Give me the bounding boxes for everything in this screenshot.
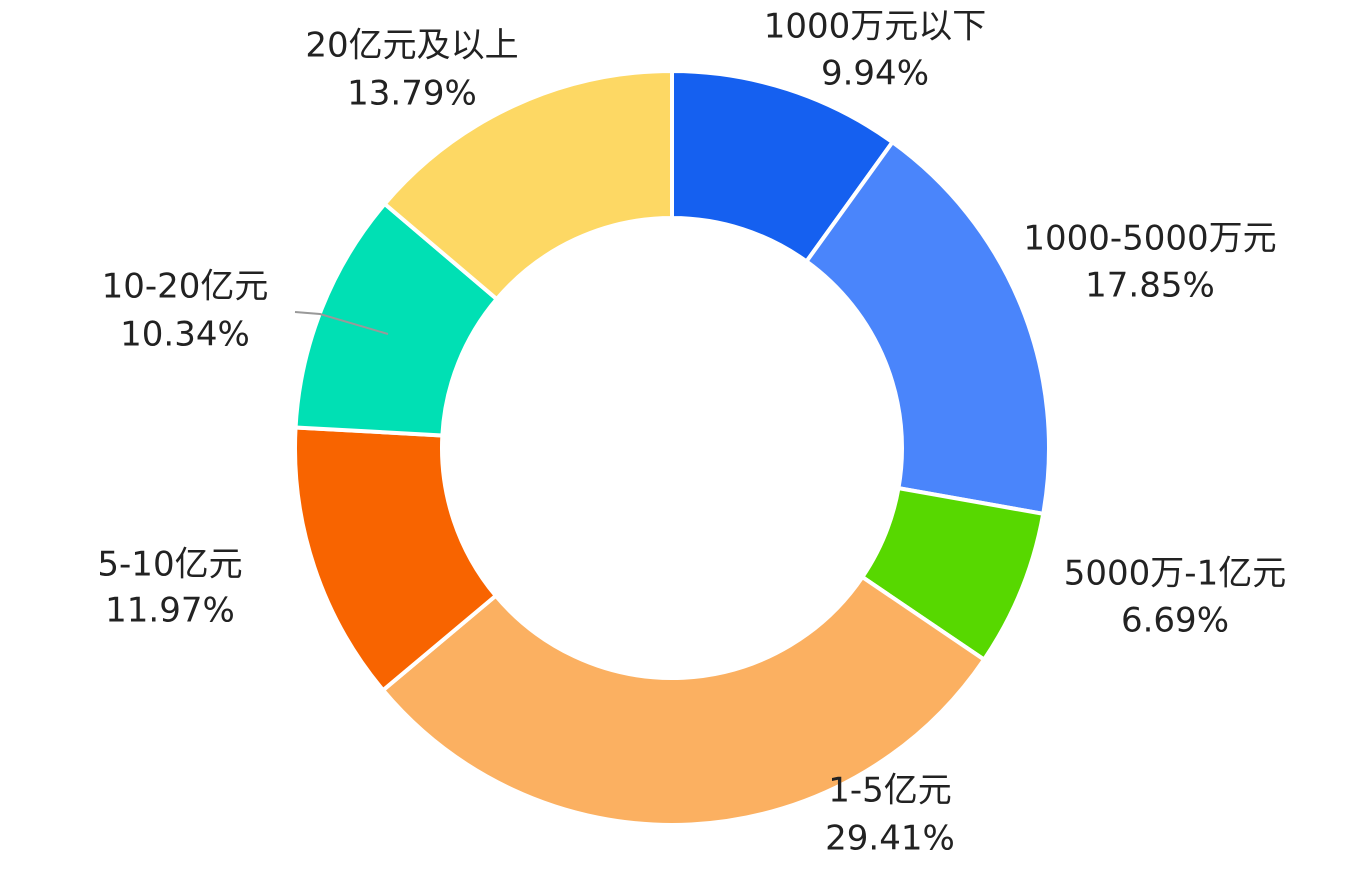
value-label: 10.34% — [120, 315, 250, 355]
slice — [803, 139, 1051, 517]
value-label: 13.79% — [347, 74, 477, 114]
slice-label: 10-20亿元 — [102, 267, 269, 307]
value-label: 17.85% — [1085, 266, 1215, 306]
value-label: 9.94% — [821, 54, 929, 94]
slice — [381, 68, 674, 302]
slice-label: 1000-5000万元 — [1023, 219, 1276, 259]
value-label: 29.41% — [825, 819, 955, 859]
value-label: 6.69% — [1121, 601, 1229, 641]
slice-label: 5000万-1亿元 — [1064, 554, 1286, 594]
slice — [380, 574, 987, 827]
value-label: 11.97% — [105, 591, 235, 631]
slice-label: 1-5亿元 — [828, 771, 952, 811]
slice-label: 1000万元以下 — [764, 7, 987, 47]
leader-line — [294, 311, 389, 335]
slice-label: 5-10亿元 — [97, 545, 242, 585]
slice-label: 20亿元及以上 — [305, 26, 518, 66]
